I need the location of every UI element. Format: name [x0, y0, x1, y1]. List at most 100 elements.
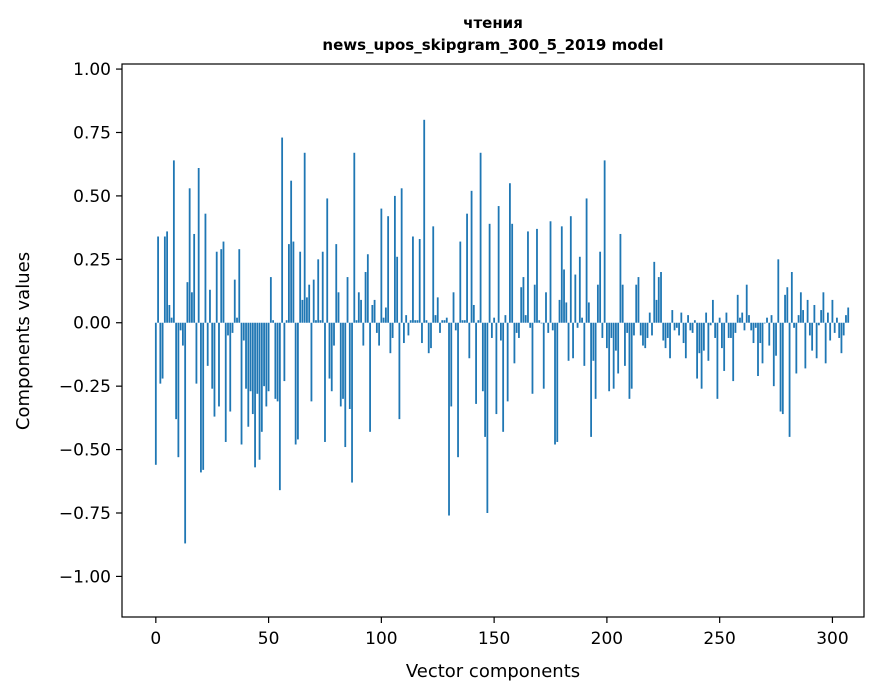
bar-218: [646, 322, 649, 338]
bar-262: [745, 284, 748, 323]
bar-287: [802, 310, 804, 323]
bar-160: [515, 322, 518, 333]
bar-263: [748, 315, 750, 323]
bar-265: [752, 322, 755, 344]
bar-58: [285, 320, 288, 323]
bar-88: [353, 152, 356, 323]
bar-43: [251, 322, 254, 415]
y-tick-label: −1.00: [59, 567, 111, 587]
bar-116: [416, 320, 419, 323]
bar-104: [389, 322, 392, 354]
bar-110: [403, 322, 405, 344]
bar-215: [639, 322, 642, 336]
bar-128: [443, 320, 446, 323]
bar-222: [655, 299, 658, 323]
bar-278: [781, 322, 784, 415]
bar-182: [565, 302, 568, 323]
bar-1: [157, 236, 159, 323]
bar-94: [366, 254, 369, 323]
bar-270: [763, 322, 766, 324]
bar-142: [475, 322, 477, 404]
bar-24: [209, 289, 211, 323]
bar-131: [450, 322, 453, 407]
bar-214: [637, 277, 640, 323]
y-tick-label: 1.00: [73, 60, 111, 80]
bar-41: [247, 322, 250, 427]
bar-219: [648, 312, 651, 323]
bar-64: [299, 251, 302, 323]
bar-167: [531, 322, 534, 394]
bar-151: [495, 322, 498, 415]
bar-97: [373, 299, 376, 323]
bar-225: [662, 322, 665, 341]
bar-290: [808, 322, 811, 336]
bar-162: [520, 287, 523, 323]
bar-136: [461, 320, 464, 323]
bar-224: [660, 272, 662, 323]
bar-127: [441, 320, 444, 323]
bar-74: [321, 251, 324, 323]
bar-251: [721, 322, 723, 349]
bar-13: [184, 322, 187, 544]
bar-269: [761, 322, 764, 364]
x-tick-label: 250: [703, 629, 735, 649]
bar-268: [759, 322, 762, 344]
bar-45: [256, 322, 259, 394]
bar-168: [533, 284, 536, 323]
bar-249: [716, 322, 719, 399]
bar-6: [168, 304, 171, 323]
bar-141: [472, 304, 475, 323]
bar-95: [369, 322, 371, 432]
bar-178: [556, 322, 559, 442]
bar-288: [804, 322, 807, 369]
bar-161: [518, 322, 520, 338]
bar-196: [596, 284, 599, 323]
bar-264: [750, 322, 753, 331]
bar-98: [375, 322, 378, 333]
bar-175: [549, 221, 552, 323]
bar-154: [502, 322, 505, 432]
bar-255: [730, 322, 732, 338]
bar-92: [362, 322, 365, 346]
bar-273: [770, 315, 773, 323]
bar-75: [324, 322, 326, 442]
bar-138: [466, 213, 468, 323]
bar-158: [511, 223, 514, 323]
bar-76: [326, 198, 329, 323]
bar-279: [784, 294, 786, 323]
bar-66: [303, 152, 306, 323]
bar-295: [820, 310, 823, 323]
bar-134: [457, 322, 459, 458]
bar-101: [382, 317, 385, 323]
bar-277: [779, 322, 782, 412]
bar-194: [592, 322, 595, 361]
bar-231: [675, 322, 678, 328]
bar-29: [220, 249, 223, 323]
bar-34: [231, 322, 234, 333]
bar-180: [560, 226, 563, 323]
bar-256: [732, 322, 735, 382]
bar-118: [421, 322, 423, 344]
bar-46: [258, 322, 261, 460]
y-tick-label: 0.00: [73, 314, 111, 334]
bar-184: [569, 216, 572, 323]
bar-189: [581, 317, 583, 323]
bar-223: [657, 277, 660, 323]
bar-245: [707, 322, 710, 361]
bar-258: [736, 294, 739, 323]
bar-132: [452, 292, 455, 323]
bar-71: [315, 320, 317, 323]
bar-252: [723, 322, 726, 371]
bar-107: [396, 256, 399, 323]
bar-307: [847, 307, 850, 323]
bar-208: [624, 322, 626, 366]
bar-62: [294, 322, 297, 445]
bar-15: [188, 188, 191, 323]
bar-236: [687, 315, 689, 323]
y-tick-label: −0.50: [59, 441, 111, 461]
bar-9: [175, 322, 178, 420]
bar-190: [583, 322, 586, 366]
bar-304: [840, 322, 843, 354]
bar-248: [714, 322, 717, 338]
bar-188: [578, 256, 581, 323]
